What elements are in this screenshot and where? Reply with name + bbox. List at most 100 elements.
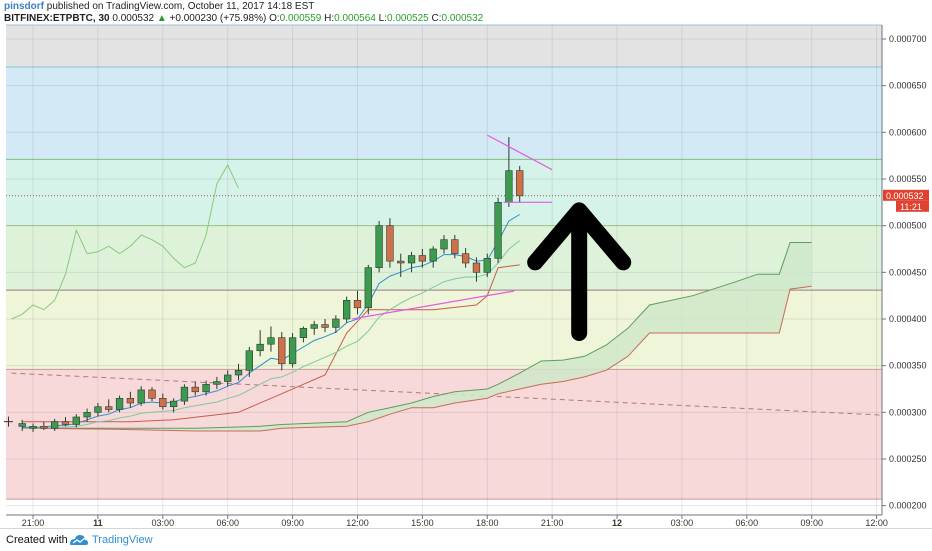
candle-body [126, 398, 135, 404]
candle-body [353, 300, 362, 309]
candle-body [332, 318, 340, 328]
last-price: 0.000532 [112, 13, 155, 24]
publish-line: pinsdorf published on TradingView.com, O… [4, 1, 864, 13]
candle [72, 414, 80, 428]
candle-body [407, 255, 416, 264]
candle-body [202, 384, 210, 393]
lagging-span [11, 163, 239, 320]
candle [332, 315, 340, 333]
candle-body [191, 386, 199, 393]
candle-body [461, 253, 470, 264]
x-tick-label: 11 [93, 518, 103, 528]
candle [472, 257, 481, 282]
tradingview-logo-icon [70, 535, 88, 545]
candle-body [234, 370, 243, 376]
x-tick-label: 03:00 [671, 518, 694, 528]
candle-body [94, 406, 102, 413]
candle [83, 408, 91, 422]
candle [516, 165, 524, 203]
candle-body [51, 421, 59, 429]
candle [364, 264, 372, 315]
candle-body [105, 406, 113, 410]
countdown-badge-bg [896, 200, 929, 212]
candle-body [40, 426, 48, 429]
candle-body [397, 260, 405, 264]
candle [451, 235, 459, 259]
open-label: O: [269, 13, 280, 24]
candle [343, 296, 351, 323]
drawing-tools [351, 134, 632, 341]
x-tick-label: 06:00 [216, 518, 239, 528]
candle-body [213, 381, 221, 385]
up-arrow-icon: ▲ [156, 13, 167, 24]
candle-body [451, 239, 459, 254]
symbol-label: BITFINEX:ETPBTC, 30 [4, 13, 110, 24]
x-tick-label: 09:00 [800, 518, 823, 528]
candle-body [83, 412, 91, 418]
candle [397, 253, 405, 277]
candle-body [148, 389, 156, 399]
chart-axes: 0.000200 0.000250 0.000300 0.000350 0.000400… [4, 25, 932, 528]
candle [224, 370, 232, 387]
y-tick-label: 0.000450 [889, 267, 927, 277]
created-with-label: Created with [6, 534, 68, 546]
candle [61, 417, 70, 427]
symbol-line: BITFINEX:ETPBTC, 30 0.000532 ▲ +0.000230… [4, 13, 864, 25]
candle [137, 386, 145, 406]
y-tick-label: 0.000600 [889, 127, 927, 137]
price-axis-background [883, 25, 932, 515]
candle-body [472, 262, 481, 273]
candle-body [516, 170, 524, 197]
candle [375, 221, 383, 273]
zone-band [6, 67, 882, 160]
candle [94, 403, 102, 417]
candle-body [29, 426, 37, 429]
candle [299, 326, 308, 343]
up-arrow-head-icon [527, 202, 632, 271]
cloud-top-line [22, 242, 812, 429]
countdown-label: 11:21 [900, 202, 922, 212]
candle [245, 347, 253, 377]
zone-band [6, 159, 882, 226]
x-tick-label: 12 [612, 518, 622, 528]
candle [169, 398, 178, 413]
candle [353, 291, 362, 315]
candle-body [375, 225, 383, 268]
ema-slow-line [22, 240, 521, 429]
y-tick-label: 0.000300 [889, 407, 927, 417]
close-label: C: [431, 13, 442, 24]
close-value: 0.000532 [441, 13, 484, 24]
candle-body [288, 337, 297, 365]
candle-body [364, 267, 372, 309]
candle-body [72, 416, 80, 425]
candle [429, 246, 437, 268]
zone-band [6, 25, 882, 67]
candle [126, 391, 135, 408]
candle [148, 387, 156, 402]
candle [18, 419, 26, 431]
candle-body [18, 423, 26, 427]
candle [159, 393, 167, 410]
price-change: +0.000230 (+75.98%) [169, 13, 267, 24]
published-text: published on TradingView.com, October 11… [46, 1, 315, 12]
base-line [22, 264, 520, 423]
candle-body [180, 386, 189, 402]
zone-band [6, 369, 882, 500]
drawn-trendline [351, 290, 515, 320]
candle-body [299, 328, 308, 338]
candle [321, 319, 329, 333]
candle-body [418, 255, 427, 262]
candle-body [115, 398, 124, 410]
candle-body [245, 350, 253, 371]
candle [234, 363, 243, 381]
x-tick-label: 21:00 [541, 518, 564, 528]
candle-body [440, 239, 448, 250]
high-label: H: [324, 13, 335, 24]
candle-body [61, 421, 70, 425]
y-tick-label: 0.000350 [889, 361, 927, 371]
high-value: 0.000564 [334, 13, 376, 24]
tradingview-brand[interactable]: TradingView [92, 534, 153, 546]
author-name[interactable]: pinsdorf [4, 1, 44, 12]
candle-body [137, 389, 145, 404]
